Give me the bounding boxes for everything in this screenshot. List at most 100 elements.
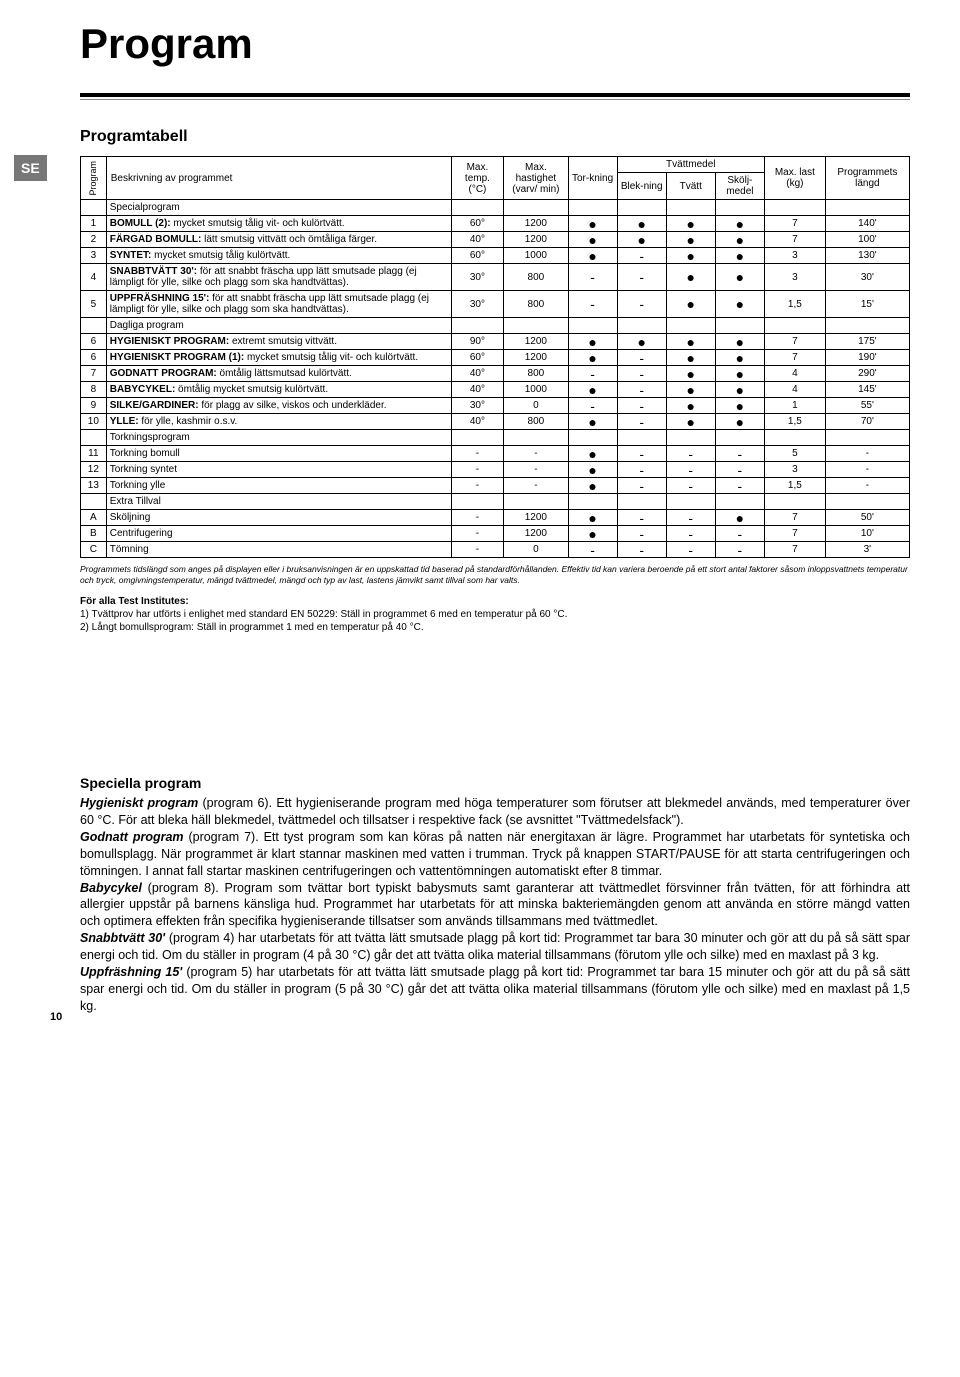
cell-l: 7 [764, 216, 825, 232]
table-row: 12Torkning syntet--●---3- [81, 462, 910, 478]
cell-b: - [617, 526, 666, 542]
cell-s: 800 [504, 291, 568, 318]
th-detergent-group: Tvättmedel [617, 157, 764, 173]
cell-dry: ● [568, 248, 617, 264]
cell-l: 7 [764, 350, 825, 366]
cell-description: SILKE/GARDINER: för plagg av silke, visk… [106, 398, 451, 414]
cell-len: 55' [825, 398, 909, 414]
cell-dry: ● [568, 510, 617, 526]
cell-description: FÄRGAD BOMULL: lätt smutsig vittvätt och… [106, 232, 451, 248]
cell-len: 190' [825, 350, 909, 366]
cell-sk: - [715, 478, 764, 494]
para-uppfrash: Uppfräshning 15' (program 5) har utarbet… [80, 964, 910, 1015]
cell-n: 1 [81, 216, 107, 232]
section-row: Dagliga program [81, 318, 910, 334]
cell-dry: - [568, 264, 617, 291]
cell-n: B [81, 526, 107, 542]
cell-w: ● [666, 366, 715, 382]
cell-dry: ● [568, 334, 617, 350]
table-row: ASköljning-1200●--●750' [81, 510, 910, 526]
cell-s: 800 [504, 366, 568, 382]
cell-sk: ● [715, 216, 764, 232]
section-label: Torkningsprogram [106, 430, 451, 446]
cell-w: - [666, 478, 715, 494]
cell-len: 70' [825, 414, 909, 430]
cell-description: BABYCYKEL: ömtålig mycket smutsig kulört… [106, 382, 451, 398]
cell-t: - [451, 478, 504, 494]
cell-sk: ● [715, 248, 764, 264]
cell-sk: ● [715, 366, 764, 382]
cell-len: 140' [825, 216, 909, 232]
th-drying: Tor-kning [568, 157, 617, 200]
cell-l: 1,5 [764, 291, 825, 318]
program-table: Program Beskrivning av programmet Max. t… [80, 156, 910, 558]
cell-len: 30' [825, 264, 909, 291]
para-babycykel: Babycykel (program 8). Program som tvätt… [80, 880, 910, 931]
cell-len: - [825, 478, 909, 494]
cell-sk: ● [715, 264, 764, 291]
cell-sk: ● [715, 350, 764, 366]
table-row: 10YLLE: för ylle, kashmir o.s.v.40°800●-… [81, 414, 910, 430]
cell-sk: - [715, 462, 764, 478]
cell-t: 30° [451, 398, 504, 414]
cell-n: 9 [81, 398, 107, 414]
cell-t: - [451, 446, 504, 462]
cell-sk: ● [715, 510, 764, 526]
cell-s: 800 [504, 414, 568, 430]
page-title: Program [80, 20, 910, 68]
cell-w: - [666, 446, 715, 462]
cell-len: 100' [825, 232, 909, 248]
table-header: Program Beskrivning av programmet Max. t… [81, 157, 910, 200]
table-row: 6HYGIENISKT PROGRAM (1): mycket smutsig … [81, 350, 910, 366]
cell-description: UPPFRÄSHNING 15': för att snabbt fräscha… [106, 291, 451, 318]
cell-description: BOMULL (2): mycket smutsig tålig vit- oc… [106, 216, 451, 232]
cell-l: 1 [764, 398, 825, 414]
cell-description: Torkning syntet [106, 462, 451, 478]
cell-sk: ● [715, 382, 764, 398]
cell-dry: ● [568, 478, 617, 494]
cell-s: - [504, 478, 568, 494]
cell-s: 1200 [504, 526, 568, 542]
cell-b: - [617, 248, 666, 264]
cell-n: 10 [81, 414, 107, 430]
cell-sk: - [715, 542, 764, 558]
test-line-1: 1) Tvättprov har utförts i enlighet med … [80, 608, 910, 621]
cell-t: 40° [451, 414, 504, 430]
cell-description: HYGIENISKT PROGRAM (1): mycket smutsig t… [106, 350, 451, 366]
table-row: BCentrifugering-1200●---710' [81, 526, 910, 542]
cell-b: ● [617, 232, 666, 248]
cell-t: 90° [451, 334, 504, 350]
table-body: Specialprogram1BOMULL (2): mycket smutsi… [81, 200, 910, 558]
section-subtitle: Programtabell [80, 128, 910, 146]
cell-w: ● [666, 248, 715, 264]
cell-b: - [617, 398, 666, 414]
cell-n: 3 [81, 248, 107, 264]
table-row: 2FÄRGAD BOMULL: lätt smutsig vittvätt oc… [81, 232, 910, 248]
cell-t: 40° [451, 382, 504, 398]
cell-l: 7 [764, 232, 825, 248]
cell-sk: ● [715, 414, 764, 430]
cell-dry: ● [568, 462, 617, 478]
cell-dry: ● [568, 382, 617, 398]
table-row: 1BOMULL (2): mycket smutsig tålig vit- o… [81, 216, 910, 232]
para-godnatt: Godnatt program (program 7). Ett tyst pr… [80, 829, 910, 880]
test-institutes-note: För alla Test Institutes: 1) Tvättprov h… [80, 595, 910, 634]
section-row: Extra Tillval [81, 494, 910, 510]
th-bleach: Blek-ning [617, 173, 666, 200]
cell-b: ● [617, 334, 666, 350]
cell-s: 0 [504, 398, 568, 414]
cell-w: ● [666, 382, 715, 398]
cell-dry: ● [568, 414, 617, 430]
page-number: 10 [50, 1011, 62, 1023]
cell-sk: ● [715, 232, 764, 248]
cell-b: ● [617, 216, 666, 232]
cell-len: 290' [825, 366, 909, 382]
table-row: 4SNABBTVÄTT 30': för att snabbt fräscha … [81, 264, 910, 291]
table-row: 13Torkning ylle--●---1,5- [81, 478, 910, 494]
cell-sk: ● [715, 398, 764, 414]
cell-b: - [617, 446, 666, 462]
section-row: Torkningsprogram [81, 430, 910, 446]
cell-b: - [617, 462, 666, 478]
cell-b: - [617, 414, 666, 430]
cell-b: - [617, 542, 666, 558]
